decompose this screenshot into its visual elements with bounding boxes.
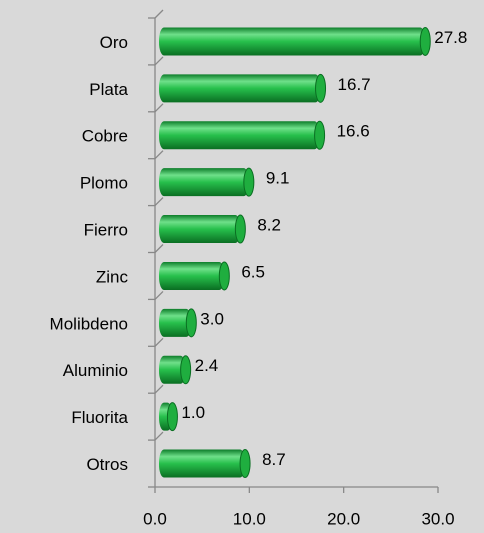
bar-cap [419,26,431,56]
y-tick-label: Cobre [82,127,128,146]
depth-line [154,197,164,207]
bar-cap [243,167,255,197]
bar [159,261,225,290]
depth-line [154,56,164,66]
data-label: 8.7 [262,450,286,469]
x-tick-label: 30.0 [421,509,454,528]
bar [159,74,321,103]
bar [159,308,192,337]
x-tick-label: 0.0 [143,509,167,528]
y-tick-label: Aluminio [63,361,128,380]
y-tick-label: Fierro [84,221,128,240]
bar [159,215,241,244]
data-label: 3.0 [200,309,224,328]
y-tick-label: Plomo [80,174,128,193]
data-label: 16.6 [337,122,370,141]
bar [159,27,426,56]
y-tick-label: Fluorita [71,408,128,427]
bar-cap [314,120,326,150]
bar [159,168,249,197]
data-label: 1.0 [181,403,205,422]
bar [159,121,320,150]
bar [159,449,246,478]
depth-line [154,431,164,441]
bar-cap [166,402,178,432]
y-tick-label: Zinc [96,267,129,286]
bar-cap [185,308,197,338]
bar-cap [218,261,230,291]
bar [159,355,186,384]
y-tick-label: Plata [89,80,128,99]
depth-line [154,150,164,160]
depth-line [154,9,164,19]
data-label: 16.7 [338,75,371,94]
x-tick-label: 10.0 [233,509,266,528]
data-label: 6.5 [241,262,265,281]
bar-cap [180,355,192,385]
depth-line [154,337,164,347]
depth-line [154,244,164,253]
data-label: 8.2 [257,216,281,235]
depth-line [154,290,164,300]
data-label: 27.8 [434,28,467,47]
bar-cap [234,214,246,244]
data-label: 2.4 [195,356,219,375]
data-label: 9.1 [266,169,290,188]
depth-line [154,103,164,113]
y-tick-label: Molibdeno [50,314,128,333]
y-tick-label: Otros [86,455,128,474]
y-tick-label: Oro [100,33,128,52]
depth-line [154,384,164,394]
x-tick-label: 20.0 [327,509,360,528]
bar-cap [315,73,327,103]
bar-cap [239,449,251,479]
